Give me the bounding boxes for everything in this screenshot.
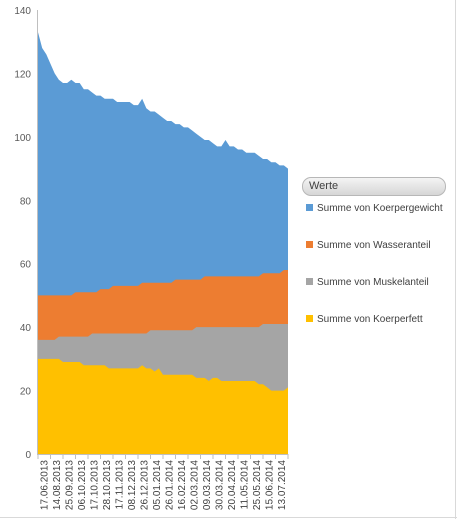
legend-entry-koerperfett: Summe von Koerperfett [306, 313, 456, 328]
y-tick-label: 20 [20, 387, 32, 398]
legend-swatch-wasseranteil [306, 241, 313, 248]
legend-label-muskelanteil: Summe von Muskelanteil [317, 277, 429, 288]
x-tick-label: 28.10.2013 [102, 460, 113, 510]
x-tick-label: 13.07.2014 [277, 460, 288, 510]
x-tick-label: 02.03.2014 [189, 460, 200, 510]
x-tick-label: 17.10.2013 [89, 460, 100, 510]
x-tick-label: 20.04.2014 [227, 460, 238, 510]
chart-right-border [455, 0, 456, 519]
x-tick-label: 14.08.2013 [52, 460, 63, 510]
x-tick-label: 16.02.2014 [177, 460, 188, 510]
x-tick-label: 17.11.2013 [114, 460, 125, 510]
legend-label-wasseranteil: Summe von Wasseranteil [317, 240, 431, 251]
legend-entry-koerpergewicht: Summe von Koerpergewicht [306, 202, 456, 232]
x-tick-label: 15.06.2014 [264, 460, 275, 510]
legend-title[interactable]: Werte [302, 177, 446, 196]
chart-bottom-border [0, 517, 457, 518]
x-tick-label: 06.10.2013 [77, 460, 88, 510]
x-tick-label: 09.03.2014 [202, 460, 213, 510]
legend-label-koerpergewicht: Summe von Koerpergewicht [317, 203, 443, 214]
legend-entry-muskelanteil: Summe von Muskelanteil [306, 276, 456, 291]
x-tick-label: 26.01.2014 [164, 460, 175, 510]
x-tick-label: 25.05.2014 [252, 460, 263, 510]
y-tick-label: 60 [20, 260, 32, 271]
x-tick-label: 11.05.2014 [239, 460, 250, 510]
x-tick-label: 05.01.2014 [152, 460, 163, 510]
x-tick-label: 08.12.2013 [127, 460, 138, 510]
legend-swatch-koerperfett [306, 315, 313, 322]
x-tick-label: 17.06.2013 [39, 460, 50, 510]
y-tick-label: 0 [25, 450, 31, 461]
y-tick-label: 100 [14, 133, 31, 144]
y-tick-label: 80 [20, 196, 32, 207]
y-tick-label: 140 [14, 6, 31, 17]
legend-swatch-muskelanteil [306, 278, 313, 285]
y-tick-label: 40 [20, 323, 32, 334]
legend-entry-wasseranteil: Summe von Wasseranteil [306, 239, 456, 254]
legend-label-koerperfett: Summe von Koerperfett [317, 314, 423, 325]
x-tick-label: 26.12.2013 [139, 460, 150, 510]
x-tick-label: 25.09.2013 [64, 460, 75, 510]
area-series-4 [38, 358, 288, 454]
legend-swatch-koerpergewicht [306, 204, 313, 211]
y-tick-label: 120 [14, 69, 31, 80]
x-tick-label: 30.03.2014 [214, 460, 225, 510]
